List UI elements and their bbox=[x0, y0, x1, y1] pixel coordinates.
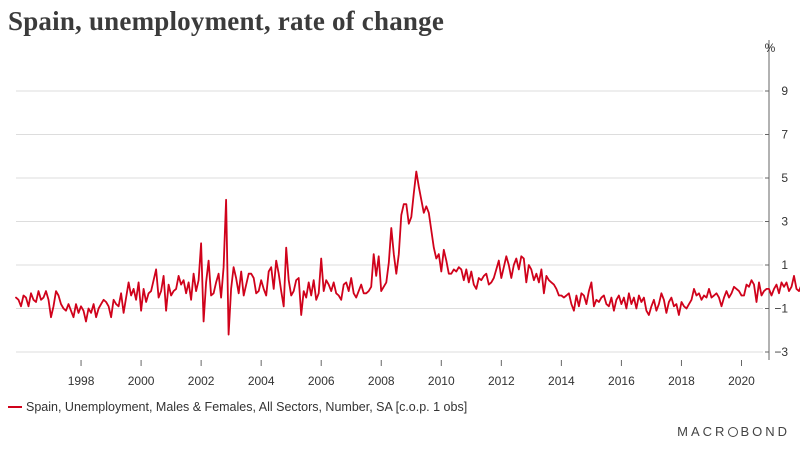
x-tick-label: 2018 bbox=[668, 374, 695, 388]
x-tick-label: 2006 bbox=[308, 374, 335, 388]
x-tick-label: 2000 bbox=[128, 374, 155, 388]
y-tick-label: −1 bbox=[774, 302, 788, 316]
series-line bbox=[15, 170, 800, 336]
axes: 9 7 5 3 1 −1 −3 1998 2000 2002 2004 2006 2008 2010 201… bbox=[68, 40, 788, 388]
brand-logo: MACR BOND bbox=[677, 424, 790, 439]
y-tick-label: 7 bbox=[781, 128, 788, 142]
x-tick-label: 2010 bbox=[428, 374, 455, 388]
x-tick-label: 2002 bbox=[188, 374, 215, 388]
y-axis-unit-label: % bbox=[765, 41, 776, 55]
x-tick-label: 1998 bbox=[68, 374, 95, 388]
y-tick-label: 1 bbox=[781, 258, 788, 272]
chart-title: Spain, unemployment, rate of change bbox=[8, 6, 445, 36]
legend: Spain, Unemployment, Males & Females, Al… bbox=[8, 400, 467, 414]
y-tick-label: 3 bbox=[781, 215, 788, 229]
brand-text-end: BOND bbox=[740, 424, 790, 439]
y-tick-label: 5 bbox=[781, 171, 788, 185]
brand-text-start: MACR bbox=[677, 424, 728, 439]
legend-swatch bbox=[8, 406, 22, 408]
x-tick-label: 2004 bbox=[248, 374, 275, 388]
x-tick-label: 2008 bbox=[368, 374, 395, 388]
x-tick-label: 2012 bbox=[488, 374, 515, 388]
legend-label: Spain, Unemployment, Males & Females, Al… bbox=[26, 400, 468, 414]
y-tick-label: 9 bbox=[781, 84, 788, 98]
x-tick-label: 2014 bbox=[548, 374, 575, 388]
x-tick-label: 2020 bbox=[728, 374, 755, 388]
x-tick-label: 2016 bbox=[608, 374, 635, 388]
brand-o-icon bbox=[728, 427, 739, 437]
grid-lines bbox=[16, 90, 763, 353]
series-layer bbox=[15, 170, 800, 336]
y-tick-label: −3 bbox=[774, 345, 788, 359]
